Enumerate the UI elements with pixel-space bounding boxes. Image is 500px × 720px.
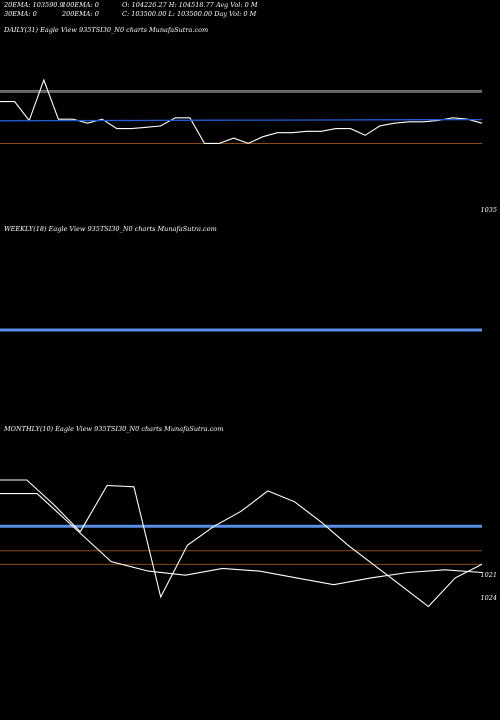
- panel-title-0: DAILY(31) Eagle View 935TSI30_N0 charts …: [3, 26, 208, 34]
- price-label-2-1: 1024: [480, 594, 497, 602]
- ohlc-line2: C: 103500.00 L: 103500.00 Day Vol: 0 M: [122, 10, 257, 18]
- series-line-2-1: [0, 479, 483, 608]
- series-line-2-0: [0, 493, 483, 586]
- ema20-label: 20EMA: 103590.9: [4, 1, 64, 9]
- series-line-0-0: [0, 78, 483, 144]
- ohlc-line1: O: 104226.27 H: 104518.77 Avg Vol: 0 M: [122, 1, 258, 9]
- ema200-label: 200EMA: 0: [62, 10, 99, 18]
- price-label-2-0: 1021: [480, 571, 497, 579]
- series-line-0-1: [0, 118, 483, 122]
- panel-title-2: MONTHLY(10) Eagle View 935TSI30_N0 chart…: [3, 425, 223, 433]
- panel-title-1: WEEKLY(18) Eagle View 935TSI30_N0 charts…: [4, 225, 217, 233]
- ema100-label: 100EMA: 0: [62, 1, 99, 9]
- price-label-0: 1035: [480, 206, 497, 214]
- ema30-label: 30EMA: 0: [4, 10, 37, 18]
